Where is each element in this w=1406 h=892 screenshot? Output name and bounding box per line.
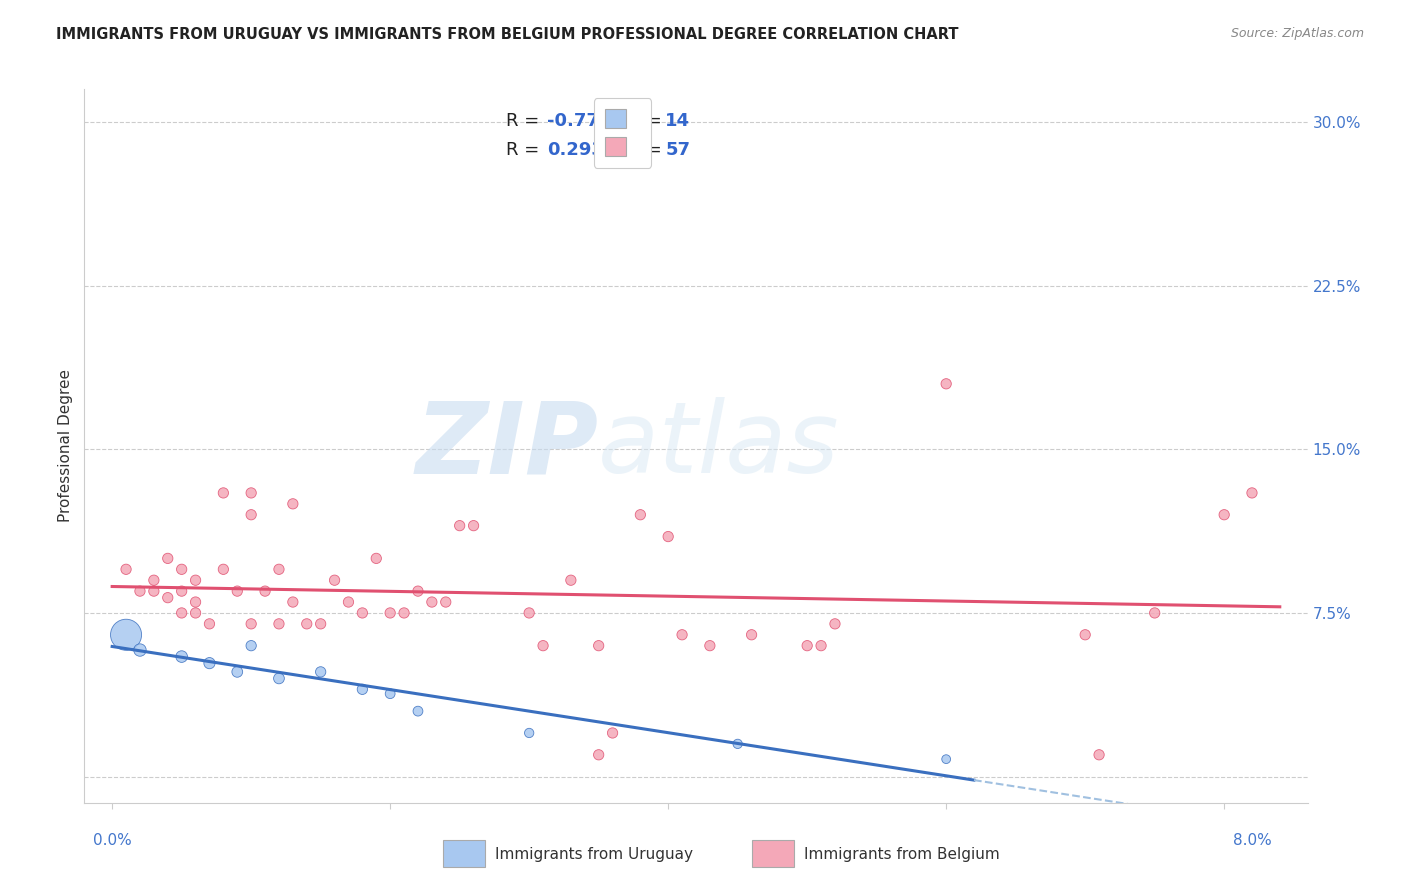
Point	[727, 737, 749, 751]
Text: ZIP: ZIP	[415, 398, 598, 494]
Text: Immigrants from Uruguay: Immigrants from Uruguay	[495, 847, 693, 862]
Point	[212, 486, 235, 500]
Text: R =: R =	[506, 141, 546, 159]
Point	[184, 595, 207, 609]
Point	[671, 628, 693, 642]
Point	[170, 584, 193, 599]
Point	[602, 726, 624, 740]
Point	[198, 616, 221, 631]
Text: Source: ZipAtlas.com: Source: ZipAtlas.com	[1230, 27, 1364, 40]
Point	[810, 639, 832, 653]
Point	[380, 606, 402, 620]
Point	[254, 584, 277, 599]
Point	[406, 584, 429, 599]
Point	[935, 376, 957, 391]
Point	[741, 628, 763, 642]
Point	[129, 643, 152, 657]
Point	[267, 562, 290, 576]
Point	[1240, 486, 1263, 500]
Point	[463, 518, 485, 533]
Point	[392, 606, 415, 620]
Point	[240, 486, 263, 500]
Point	[420, 595, 443, 609]
Point	[240, 508, 263, 522]
Point	[295, 616, 318, 631]
Point	[170, 649, 193, 664]
Point	[380, 687, 402, 701]
Point	[115, 562, 138, 576]
Point	[1213, 508, 1236, 522]
Point	[184, 573, 207, 587]
Point	[170, 606, 193, 620]
Point	[240, 639, 263, 653]
Point	[142, 584, 165, 599]
Point	[309, 665, 332, 679]
Point	[240, 616, 263, 631]
Point	[657, 530, 679, 544]
Point	[1074, 628, 1097, 642]
Point	[588, 639, 610, 653]
Text: IMMIGRANTS FROM URUGUAY VS IMMIGRANTS FROM BELGIUM PROFESSIONAL DEGREE CORRELATI: IMMIGRANTS FROM URUGUAY VS IMMIGRANTS FR…	[56, 27, 959, 42]
Text: R =: R =	[506, 112, 546, 130]
Point	[1143, 606, 1166, 620]
Point	[699, 639, 721, 653]
Y-axis label: Professional Degree: Professional Degree	[58, 369, 73, 523]
Point	[156, 551, 179, 566]
Point	[352, 606, 374, 620]
Point	[449, 518, 471, 533]
Text: 0.0%: 0.0%	[93, 833, 132, 848]
Point	[170, 562, 193, 576]
Text: Immigrants from Belgium: Immigrants from Belgium	[804, 847, 1000, 862]
Text: -0.775: -0.775	[547, 112, 612, 130]
Point	[337, 595, 360, 609]
Point	[628, 508, 651, 522]
Point	[560, 573, 582, 587]
Text: atlas: atlas	[598, 398, 839, 494]
Legend: , : ,	[593, 98, 651, 168]
Point	[142, 573, 165, 587]
Point	[198, 656, 221, 670]
Text: N =: N =	[616, 112, 668, 130]
Point	[129, 584, 152, 599]
Text: 8.0%: 8.0%	[1233, 833, 1271, 848]
Point	[796, 639, 818, 653]
Point	[588, 747, 610, 762]
Point	[212, 562, 235, 576]
Point	[267, 672, 290, 686]
Text: 14: 14	[665, 112, 690, 130]
Point	[366, 551, 388, 566]
Point	[434, 595, 457, 609]
Point	[156, 591, 179, 605]
Point	[115, 628, 138, 642]
Text: N =: N =	[616, 141, 668, 159]
Point	[226, 665, 249, 679]
Point	[517, 606, 540, 620]
Point	[531, 639, 554, 653]
Point	[352, 682, 374, 697]
Point	[1088, 747, 1111, 762]
Text: 0.293: 0.293	[547, 141, 603, 159]
Point	[824, 616, 846, 631]
Point	[281, 595, 304, 609]
Point	[517, 726, 540, 740]
Point	[406, 704, 429, 718]
Text: 57: 57	[665, 141, 690, 159]
Point	[935, 752, 957, 766]
Point	[184, 606, 207, 620]
Point	[309, 616, 332, 631]
Point	[323, 573, 346, 587]
Point	[226, 584, 249, 599]
Point	[281, 497, 304, 511]
Point	[267, 616, 290, 631]
